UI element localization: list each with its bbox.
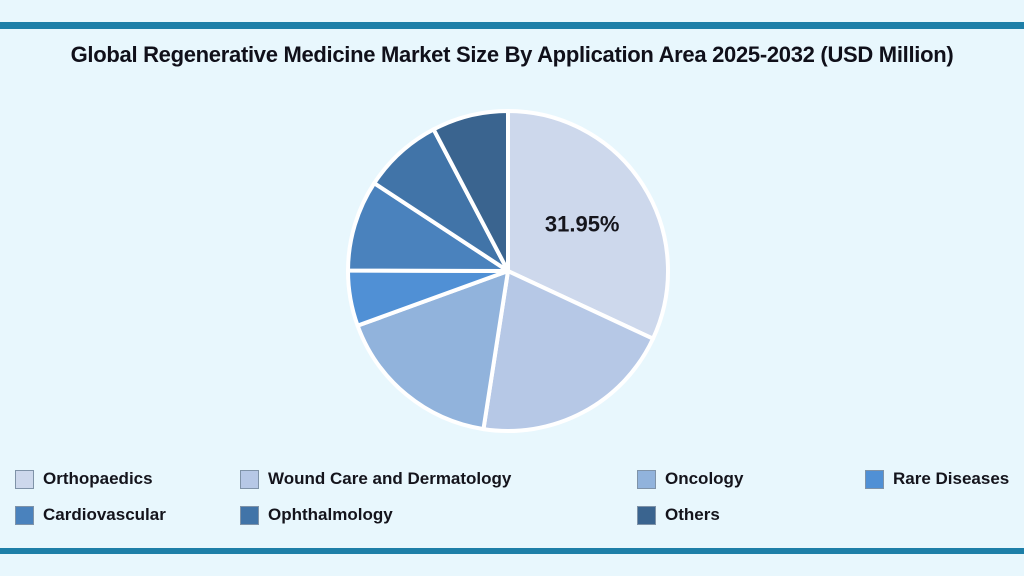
legend-item-wound-care-and-dermatology: Wound Care and Dermatology — [240, 469, 511, 489]
pie-slice-others — [431, 109, 510, 273]
legend-item-cardiovascular: Cardiovascular — [15, 505, 166, 525]
pie-slice-wound-care-and-dermatology — [481, 269, 655, 433]
legend-label: Orthopaedics — [43, 469, 153, 488]
legend-item-rare-diseases: Rare Diseases — [865, 469, 1009, 489]
legend-label: Rare Diseases — [893, 469, 1010, 488]
legend-swatch-oncology — [637, 469, 656, 489]
bottom-divider-bar — [0, 548, 1024, 554]
legend-swatch-orthopaedics — [15, 469, 34, 489]
pie-slice-oncology — [355, 269, 510, 432]
legend-item-oncology: Oncology — [637, 469, 743, 489]
legend-label: Oncology — [665, 469, 744, 488]
top-divider-bar — [0, 22, 1024, 29]
pie-svg: 31.95% — [345, 109, 670, 433]
legend-item-ophthalmology: Ophthalmology — [240, 505, 393, 525]
legend-swatch-wound-care-and-dermatology — [240, 469, 259, 489]
legend-swatch-rare-diseases — [865, 469, 884, 489]
legend-item-orthopaedics: Orthopaedics — [15, 469, 153, 489]
legend-label: Others — [665, 505, 720, 524]
legend-item-others: Others — [637, 505, 720, 525]
pie-slice-percentage-label: 31.95% — [545, 212, 620, 237]
legend-label: Cardiovascular — [43, 505, 166, 524]
pie-chart: 31.95% — [338, 101, 678, 441]
legend-swatch-others — [637, 505, 656, 525]
legend-label: Wound Care and Dermatology — [268, 469, 512, 488]
legend-swatch-ophthalmology — [240, 505, 259, 525]
chart-title: Global Regenerative Medicine Market Size… — [70, 42, 954, 67]
pie-slice-orthopaedics — [506, 109, 670, 341]
legend-label: Ophthalmology — [268, 505, 393, 524]
legend-swatch-cardiovascular — [15, 505, 34, 525]
